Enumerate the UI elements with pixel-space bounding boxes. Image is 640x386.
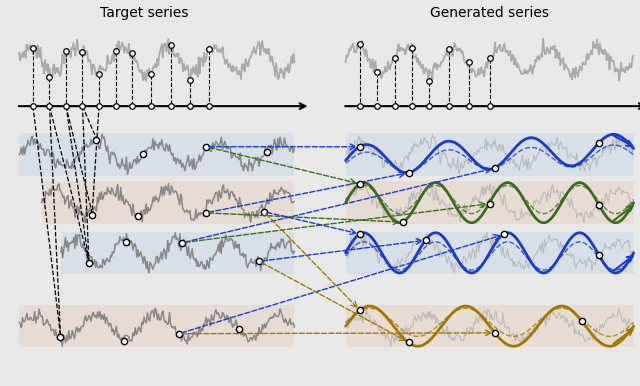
- Bar: [61, 232, 294, 274]
- Bar: [19, 133, 294, 176]
- Text: Target series: Target series: [100, 6, 188, 20]
- Bar: [346, 133, 634, 176]
- Bar: [346, 232, 634, 274]
- Bar: [19, 305, 294, 347]
- Bar: [346, 181, 634, 224]
- Text: Generated series: Generated series: [430, 6, 549, 20]
- Bar: [346, 305, 634, 347]
- Bar: [42, 181, 294, 224]
